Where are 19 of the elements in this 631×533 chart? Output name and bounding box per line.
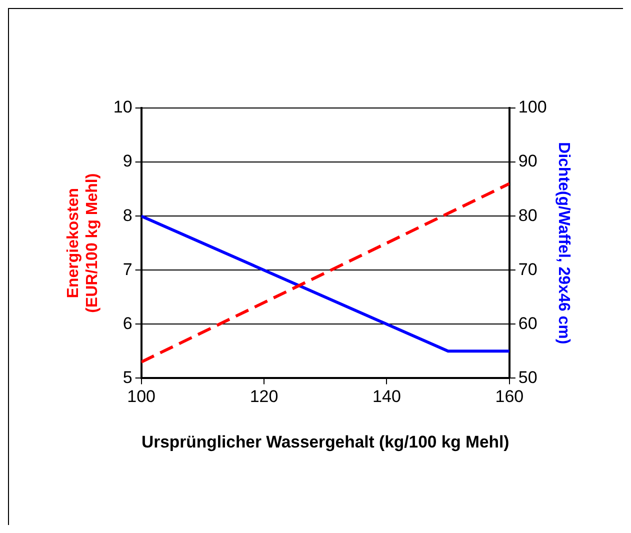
y2-tick-label: 50: [518, 368, 538, 387]
y2-axis-title: Dichte(g/Waffel, 29x46 cm): [554, 142, 572, 344]
y-tick-label: 6: [122, 314, 132, 333]
y2-tick-label: 70: [518, 260, 538, 279]
x-axis-title: Ursprünglicher Wassergehalt (kg/100 kg Mehl): [142, 432, 510, 452]
x-tick-label: 140: [372, 387, 401, 406]
x-tick-label: 120: [250, 387, 278, 406]
y-tick-label: 7: [122, 260, 132, 279]
y2-tick-label: 60: [518, 314, 538, 333]
x-tick-label: 100: [127, 387, 156, 406]
y2-tick-label: 100: [518, 98, 547, 117]
x-tick-label: 160: [495, 387, 524, 406]
y-axis-title: Energiekosten (EUR/100 kg Mehl): [65, 173, 102, 313]
y2-tick-label: 90: [518, 152, 538, 171]
y-tick-label: 8: [122, 206, 132, 225]
y-tick-label: 9: [122, 152, 132, 171]
y-tick-label: 10: [113, 98, 132, 117]
y-tick-label: 5: [122, 368, 132, 387]
y2-tick-label: 80: [518, 206, 538, 225]
